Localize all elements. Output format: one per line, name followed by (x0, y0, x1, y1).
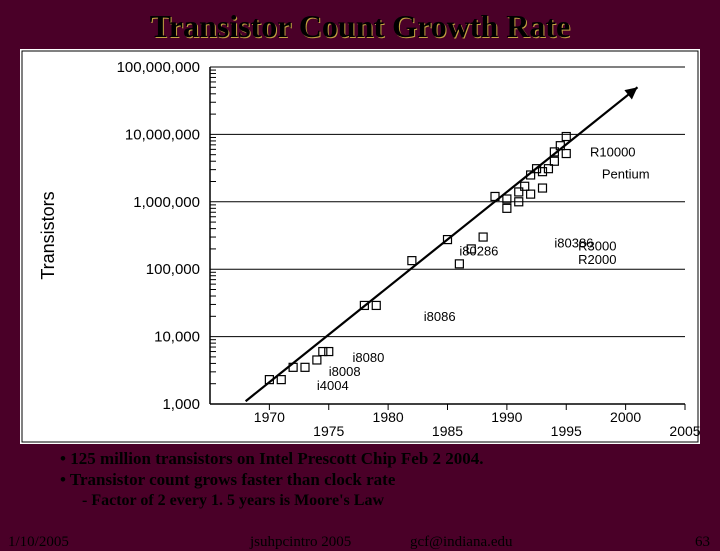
svg-text:2000: 2000 (610, 409, 641, 425)
svg-text:Pentium: Pentium (602, 167, 650, 182)
svg-text:100,000: 100,000 (146, 261, 200, 278)
svg-text:1,000: 1,000 (162, 396, 200, 413)
svg-text:i4004: i4004 (317, 378, 349, 393)
svg-text:1975: 1975 (313, 423, 344, 439)
svg-text:1,000,000: 1,000,000 (133, 194, 200, 211)
svg-text:100,000,000: 100,000,000 (117, 59, 200, 76)
svg-text:1990: 1990 (491, 409, 522, 425)
svg-text:R3000: R3000 (578, 238, 616, 253)
svg-text:1995: 1995 (551, 423, 582, 439)
svg-text:10,000,000: 10,000,000 (125, 126, 200, 143)
chart-container: 1,000 10,000 100,000 1,000,000 10,000,000 100… (20, 49, 700, 444)
footer-page: 63 (695, 534, 710, 551)
bullet-sub: - Factor of 2 every 1. 5 years is Moore'… (60, 491, 680, 511)
svg-text:2005: 2005 (669, 423, 700, 439)
transistor-growth-chart: 1,000 10,000 100,000 1,000,000 10,000,000 100… (20, 49, 700, 444)
svg-text:i80286: i80286 (459, 243, 498, 258)
bullet-2: • Transistor count grows faster than clo… (60, 469, 680, 490)
bullet-1: • 125 million transistors on Intel Presc… (60, 448, 680, 469)
page-title: Transistor Count Growth Rate (150, 8, 570, 44)
svg-text:i8008: i8008 (329, 364, 361, 379)
svg-text:i8086: i8086 (424, 309, 456, 324)
footer-mail: gcf@indiana.edu (410, 534, 513, 551)
title-bar: Transistor Count Growth Rate (0, 0, 720, 49)
svg-text:i8080: i8080 (353, 350, 385, 365)
svg-text:1985: 1985 (432, 423, 463, 439)
svg-text:R2000: R2000 (578, 252, 616, 267)
footer-mid: jsuhpcintro 2005 (250, 534, 351, 551)
bullet-list: • 125 million transistors on Intel Presc… (0, 444, 720, 511)
footer-date: 1/10/2005 (8, 534, 69, 551)
svg-text:R10000: R10000 (590, 145, 636, 160)
svg-text:1970: 1970 (254, 409, 285, 425)
svg-text:1980: 1980 (373, 409, 404, 425)
svg-text:Transistors: Transistors (38, 191, 58, 279)
svg-text:10,000: 10,000 (154, 329, 200, 346)
